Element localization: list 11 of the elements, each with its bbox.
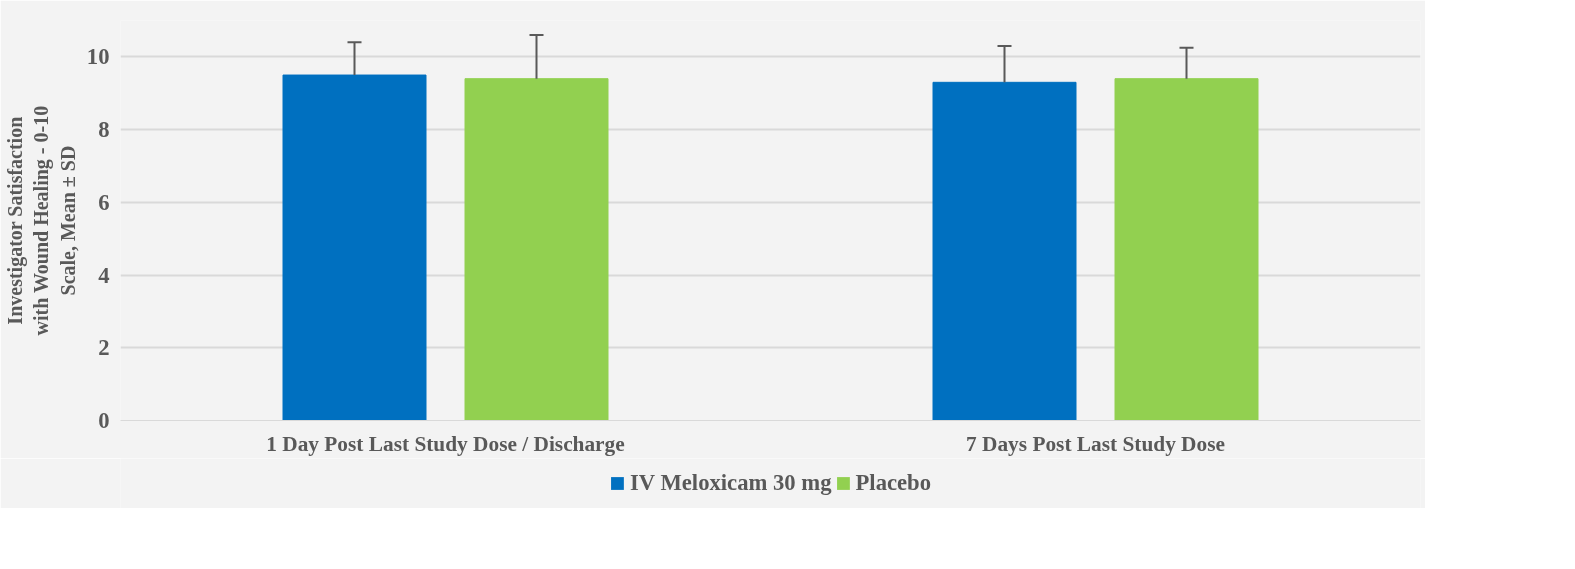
legend-label: Placebo: [855, 470, 932, 496]
x-tick-label: 1 Day Post Last Study Dose / Discharge: [266, 431, 625, 456]
y-tick-label: 0: [98, 408, 110, 433]
y-tick-label: 4: [98, 262, 110, 288]
y-tick-label: 6: [98, 189, 110, 215]
y-tick-label: 8: [98, 117, 110, 143]
x-tick-label: 7 Days Post Last Study Dose: [966, 431, 1225, 456]
legend-label: IV Meloxicam 30 mg: [629, 470, 832, 496]
y-tick-label: 10: [86, 44, 110, 70]
y-tick-label: 2: [98, 335, 110, 361]
y-axis-title: Investigator Satisfaction with Wound Healing - 0-10 Scale, Mean ± SD: [4, 105, 79, 336]
